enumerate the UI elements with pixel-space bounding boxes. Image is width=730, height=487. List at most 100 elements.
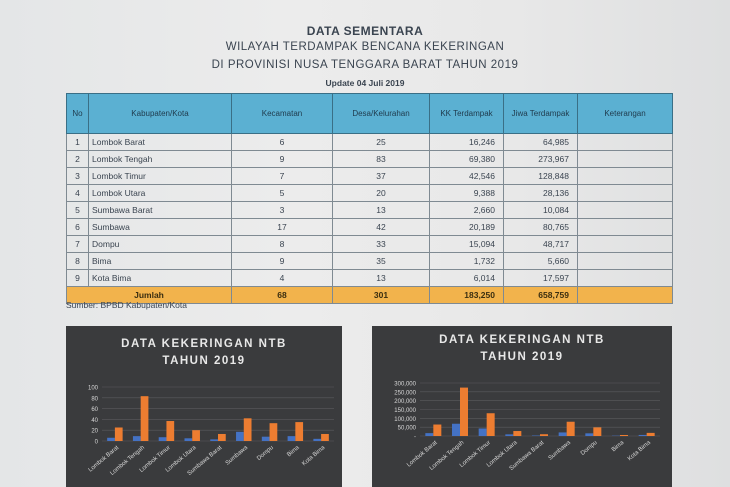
x-tick-label: Dompu xyxy=(580,440,599,457)
table-cell: 3 xyxy=(231,201,333,219)
update-date: Update 04 Juli 2019 xyxy=(325,78,405,88)
y-tick-label: 250,000 xyxy=(394,390,416,396)
table-cell: Lombok Barat xyxy=(88,133,232,151)
table-cell: 128,848 xyxy=(503,167,578,185)
bar-series-b xyxy=(646,432,655,436)
table-cell: Bima xyxy=(88,252,232,270)
table-row: 6 Sumbawa 17 42 20,189 80,765 xyxy=(66,218,673,236)
table-cell: Lombok Timur xyxy=(88,167,232,185)
table-cell: Sumbawa Barat xyxy=(88,201,232,219)
table-cell: 28,136 xyxy=(503,184,578,202)
y-tick-label: 40 xyxy=(91,418,98,424)
table-cell: 83 xyxy=(332,150,430,168)
total-desa: 301 xyxy=(332,286,430,304)
table-cell: 1 xyxy=(66,133,89,151)
chart-kk-jiwa: DATA KEKERINGAN NTB TAHUN 2019 - 50,000 10… xyxy=(372,326,672,487)
table-cell: 6,014 xyxy=(429,269,504,287)
col-header-desa: Desa/Kelurahan xyxy=(332,93,430,134)
table-cell: 9 xyxy=(231,252,333,270)
table-cell: 42,546 xyxy=(429,167,504,185)
table-cell: 17 xyxy=(231,218,333,236)
col-header-kabupaten: Kabupaten/Kota xyxy=(88,93,232,134)
y-tick-label: 100 xyxy=(88,386,99,392)
table-cell: 7 xyxy=(231,167,333,185)
chart-title: DATA KEKERINGAN NTB xyxy=(439,334,605,346)
col-header-keterangan: Keterangan xyxy=(577,93,673,134)
table-cell: 4 xyxy=(66,184,89,202)
table-header-row: No Kabupaten/Kota Kecamatan Desa/Kelurah… xyxy=(66,93,673,134)
y-tick-label: 100,000 xyxy=(394,417,416,423)
bar-series-a xyxy=(478,428,487,436)
table-row: 2 Lombok Tengah 9 83 69,380 273,967 xyxy=(66,150,673,168)
bar-series-a xyxy=(505,434,514,436)
table-cell: 5 xyxy=(231,184,333,202)
bar-series-a xyxy=(313,438,322,441)
table-cell: 37 xyxy=(332,167,430,185)
bar-series-a xyxy=(261,436,270,441)
bar-series-a xyxy=(425,433,434,436)
table-cell: 33 xyxy=(332,235,430,253)
table-cell: 16,246 xyxy=(429,133,504,151)
table-cell xyxy=(577,201,673,219)
bar-series-b xyxy=(486,413,495,436)
bar-series-b xyxy=(620,435,628,436)
bar-series-b xyxy=(433,424,442,436)
table-cell: 80,765 xyxy=(503,218,578,236)
total-kecamatan: 68 xyxy=(231,286,333,304)
chart-subtitle: TAHUN 2019 xyxy=(162,355,246,367)
bar-series-b xyxy=(243,418,252,441)
y-tick-label: 20 xyxy=(91,429,98,435)
table-cell: 17,597 xyxy=(503,269,578,287)
table-cell xyxy=(577,133,673,151)
total-jiwa: 658,759 xyxy=(503,286,578,304)
col-header-kk: KK Terdampak xyxy=(429,93,504,134)
table-cell xyxy=(577,269,673,287)
table-row: 5 Sumbawa Barat 3 13 2,660 10,084 xyxy=(66,201,673,219)
table-cell: Lombok Tengah xyxy=(88,150,232,168)
col-header-kecamatan: Kecamatan xyxy=(231,93,333,134)
table-cell: 20,189 xyxy=(429,218,504,236)
header-line-3: DI PROVINISI NUSA TENGGARA BARAT TAHUN 2… xyxy=(211,59,519,71)
bar-series-a xyxy=(585,433,594,436)
total-label: Jumlah xyxy=(66,286,232,304)
table-cell: 42 xyxy=(332,218,430,236)
table-row: 7 Dompu 8 33 15,094 48,717 xyxy=(66,235,673,253)
table-cell: 6 xyxy=(66,218,89,236)
y-tick-label: - xyxy=(414,435,416,441)
col-header-jiwa: Jiwa Terdampak xyxy=(503,93,578,134)
table-cell xyxy=(577,218,673,236)
bar-series-b xyxy=(460,387,468,436)
total-keterangan xyxy=(577,286,673,304)
bar-series-a xyxy=(132,436,141,441)
drought-data-table: No Kabupaten/Kota Kecamatan Desa/Kelurah… xyxy=(66,93,673,304)
table-cell: 35 xyxy=(332,252,430,270)
table-cell xyxy=(577,167,673,185)
source-note: Sumber: BPBD Kabupaten/Kota xyxy=(66,300,187,310)
bar-series-a xyxy=(452,423,460,436)
bar-series-b xyxy=(114,427,123,441)
table-total-row: Jumlah 68 301 183,250 658,759 xyxy=(66,286,673,304)
table-cell xyxy=(577,150,673,168)
bar-series-b xyxy=(218,433,226,441)
table-cell: 9 xyxy=(231,150,333,168)
bar-series-b xyxy=(321,433,329,441)
chart-title: DATA KEKERINGAN NTB xyxy=(121,338,287,350)
chart-subtitle: TAHUN 2019 xyxy=(480,351,564,363)
bar-series-b xyxy=(593,427,602,436)
table-cell: 4 xyxy=(231,269,333,287)
bar-series-a xyxy=(287,436,296,441)
bar-series-b xyxy=(269,423,278,441)
bar-series-b xyxy=(566,421,575,436)
table-row: 8 Bima 9 35 1,732 5,660 xyxy=(66,252,673,270)
table-row: 3 Lombok Timur 7 37 42,546 128,848 xyxy=(66,167,673,185)
table-cell: 5,660 xyxy=(503,252,578,270)
table-cell: Kota Bima xyxy=(88,269,232,287)
bar-series-a xyxy=(210,439,218,441)
table-cell: 9 xyxy=(66,269,89,287)
bar-series-b xyxy=(140,396,149,441)
x-tick-label: Sumbawa xyxy=(548,440,573,462)
table-row: 4 Lombok Utara 5 20 9,388 28,136 xyxy=(66,184,673,202)
col-header-no: No xyxy=(66,93,89,134)
table-cell: 8 xyxy=(66,252,89,270)
